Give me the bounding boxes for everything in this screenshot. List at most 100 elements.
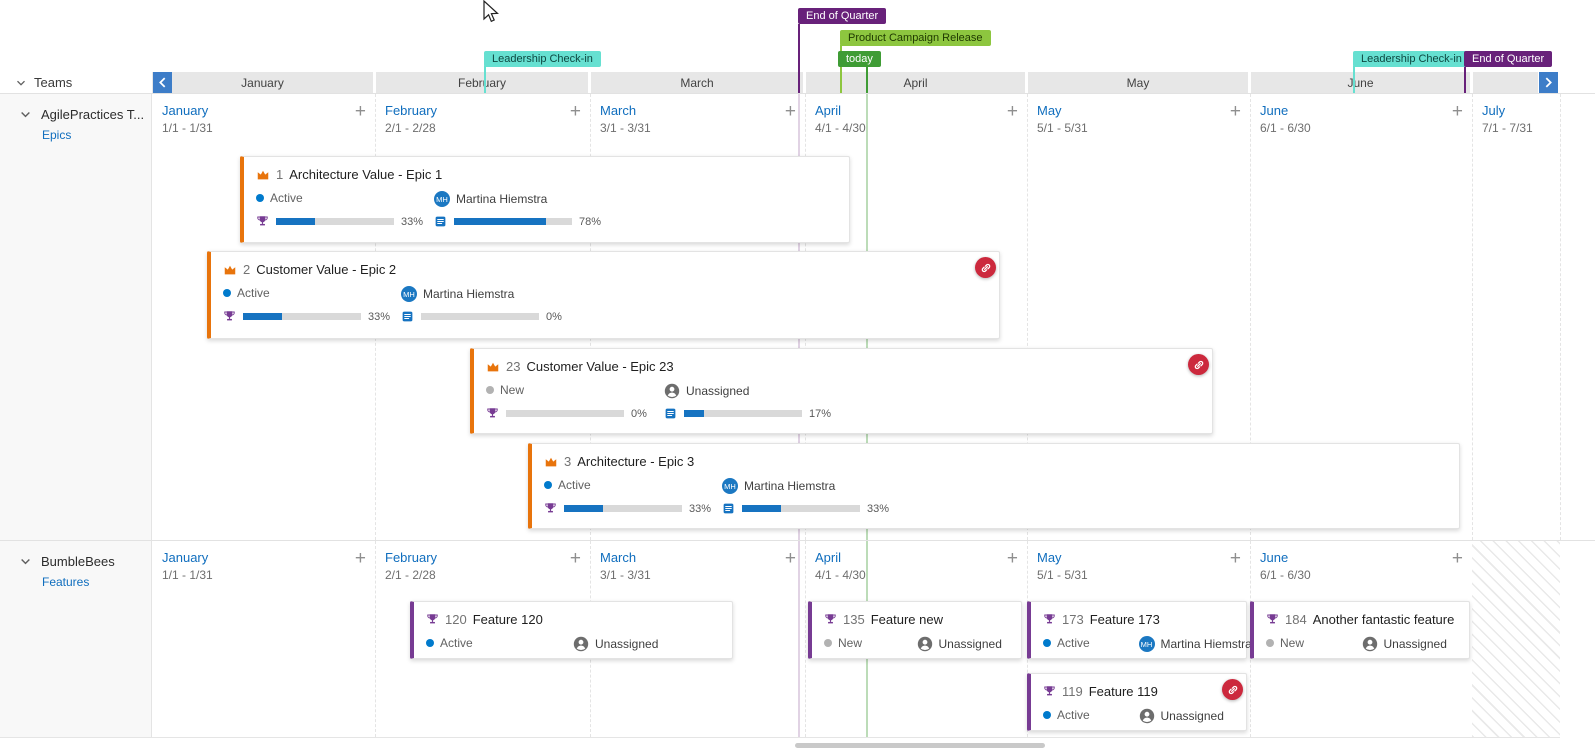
- assignee: MH Martina Hiemstra: [722, 478, 835, 494]
- card-title-row: 3 Architecture - Epic 3: [532, 444, 1459, 469]
- progress-bar: [684, 410, 802, 417]
- add-work-item-button[interactable]: +: [1451, 548, 1463, 569]
- plan-card-epic-1[interactable]: 1 Architecture Value - Epic 1 Active MH Mart…: [240, 156, 850, 243]
- assignee-name: Unassigned: [1383, 637, 1447, 651]
- chevron-down-icon[interactable]: [20, 556, 31, 567]
- work-item-id: 3: [564, 454, 572, 469]
- card-progress-row: 0% 17%: [474, 397, 1212, 420]
- plan-card-feature-184[interactable]: 184 Another fantastic feature New Unassigne…: [1250, 601, 1470, 659]
- add-work-item-button[interactable]: +: [1229, 101, 1241, 122]
- card-title-row: 23 Customer Value - Epic 23: [474, 349, 1212, 374]
- dependency-link-badge[interactable]: [1188, 354, 1209, 375]
- progress-group-trophy: 33%: [544, 502, 1449, 515]
- plan-bottom-border: [0, 737, 1560, 738]
- scroll-left-button[interactable]: [153, 72, 172, 93]
- plan-card-feature-173[interactable]: 173 Feature 173 Active MH Martina Hiemstra: [1027, 601, 1252, 659]
- assignee-name: Unassigned: [938, 637, 1002, 651]
- add-work-item-button[interactable]: +: [354, 101, 366, 122]
- plan-card-feature-120[interactable]: 120 Feature 120 Active Unassigned: [410, 601, 733, 659]
- plan-card-feature-135[interactable]: 135 Feature new New Unassigned: [808, 601, 1022, 659]
- card-title-row: 184 Another fantastic feature: [1254, 602, 1469, 627]
- card-progress-row: 33% 33%: [532, 492, 1459, 515]
- work-item-id: 135: [843, 612, 865, 627]
- milestone-marker-pill[interactable]: Leadership Check-in: [484, 51, 601, 67]
- state-label: New: [838, 636, 863, 650]
- team-row-agilepractices-t: AgilePractices T... Epics January 1/1 - 1/3…: [0, 93, 1595, 540]
- dependency-link-badge[interactable]: [975, 257, 996, 278]
- state-indicator: New: [486, 383, 1202, 397]
- unassigned-person-icon: [664, 383, 680, 399]
- add-work-item-button[interactable]: +: [784, 548, 796, 569]
- add-work-item-button[interactable]: +: [569, 101, 581, 122]
- plan-card-feature-119[interactable]: 119 Feature 119 Active Unassigned: [1027, 673, 1247, 731]
- card-title-row: 173 Feature 173: [1031, 602, 1246, 627]
- assignee: Unassigned: [1362, 636, 1447, 652]
- add-work-item-button[interactable]: +: [784, 101, 796, 122]
- timeline-month-band: June: [1251, 72, 1470, 93]
- backlog-link[interactable]: Features: [42, 575, 90, 589]
- progress-label: 0%: [546, 310, 562, 323]
- milestone-marker-pill[interactable]: Leadership Check-in: [1353, 51, 1470, 67]
- state-label: Active: [270, 191, 303, 205]
- epic-crown-icon: [544, 455, 558, 469]
- scroll-right-button[interactable]: [1539, 72, 1558, 93]
- state-indicator: Active: [223, 286, 989, 300]
- card-state-row: Active MH Martina Hiemstra: [244, 182, 849, 207]
- assignee-name: Martina Hiemstra: [744, 479, 836, 493]
- month-name: March: [600, 103, 637, 118]
- milestone-marker-line: [1464, 66, 1466, 93]
- backlog-link[interactable]: Epics: [42, 128, 72, 142]
- trophy-icon: [486, 407, 499, 420]
- add-work-item-button[interactable]: +: [354, 548, 366, 569]
- card-title-row: 1 Architecture Value - Epic 1: [244, 157, 849, 182]
- progress-bar: [564, 505, 682, 512]
- chevron-down-icon[interactable]: [16, 78, 26, 88]
- milestone-marker-line: [866, 66, 868, 93]
- card-state-row: Active Unassigned: [1031, 699, 1246, 724]
- card-state-row: Active Unassigned: [414, 627, 732, 652]
- add-work-item-button[interactable]: +: [1451, 101, 1463, 122]
- feature-trophy-icon: [1266, 613, 1279, 626]
- assignee-name: Unassigned: [595, 637, 659, 651]
- chevron-down-icon[interactable]: [20, 109, 31, 120]
- work-item-title: Feature 120: [472, 612, 543, 627]
- work-item-id: 120: [445, 612, 467, 627]
- milestone-marker-pill[interactable]: End of Quarter: [798, 8, 887, 24]
- add-work-item-button[interactable]: +: [1229, 548, 1241, 569]
- add-work-item-button[interactable]: +: [569, 548, 581, 569]
- plan-card-epic-23[interactable]: 23 Customer Value - Epic 23 New Unassigned 0…: [470, 348, 1213, 434]
- progress-group-trophy: 33%: [223, 310, 989, 323]
- state-dot-icon: [223, 289, 231, 297]
- state-indicator: New: [1266, 636, 1459, 650]
- month-header: April 4/1 - 4/30 +: [805, 94, 1027, 144]
- assignee: Unassigned: [573, 636, 658, 652]
- epic-crown-icon: [256, 168, 270, 182]
- month-name: May: [1037, 103, 1062, 118]
- work-item-id: 173: [1062, 612, 1084, 627]
- month-header: January 1/1 - 1/31 +: [152, 541, 375, 591]
- plan-card-epic-2[interactable]: 2 Customer Value - Epic 2 Active MH Martina …: [207, 251, 1000, 339]
- horizontal-scrollbar[interactable]: [795, 743, 1045, 748]
- unassigned-person-icon: [917, 636, 933, 652]
- progress-bar-fill: [243, 313, 282, 320]
- assignee: MH Martina Hiemstra: [401, 286, 514, 302]
- month-name: May: [1037, 550, 1062, 565]
- milestone-marker-pill[interactable]: today: [838, 51, 881, 67]
- progress-bar: [742, 505, 860, 512]
- milestone-marker-pill[interactable]: End of Quarter: [1464, 51, 1553, 67]
- trophy-icon: [256, 215, 269, 228]
- progress-label: 0%: [631, 407, 647, 420]
- month-separator: [1472, 94, 1473, 540]
- add-work-item-button[interactable]: +: [1006, 101, 1018, 122]
- month-header: January 1/1 - 1/31 +: [152, 94, 375, 144]
- month-range: 3/1 - 3/31: [600, 121, 651, 135]
- plan-card-epic-3[interactable]: 3 Architecture - Epic 3 Active MH Martina Hi…: [528, 443, 1460, 529]
- add-work-item-button[interactable]: +: [1006, 548, 1018, 569]
- card-title-row: 2 Customer Value - Epic 2: [211, 252, 999, 277]
- dependency-link-badge[interactable]: [1222, 679, 1243, 700]
- unassigned-person-icon: [1139, 708, 1155, 724]
- milestone-marker-pill[interactable]: Product Campaign Release: [840, 30, 991, 46]
- timeline-month-band: January: [152, 72, 373, 93]
- progress-label: 17%: [809, 407, 832, 420]
- work-item-title: Architecture Value - Epic 1: [289, 167, 443, 182]
